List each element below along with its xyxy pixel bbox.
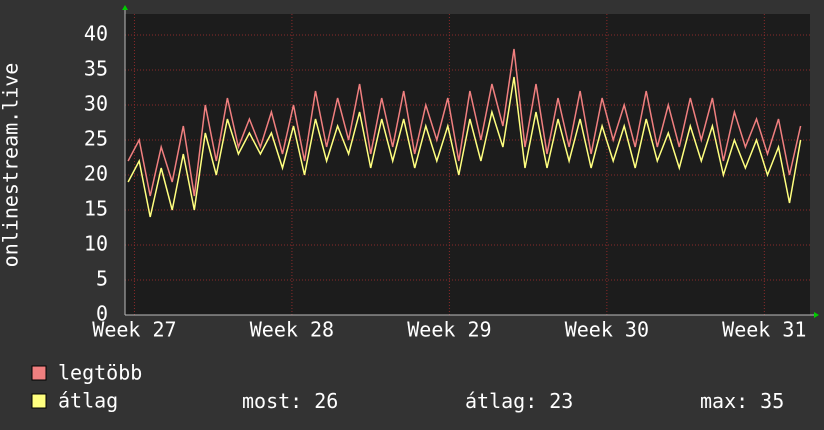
stat: átlag: 23: [465, 389, 573, 413]
line-series: [127, 76, 802, 218]
x-tick-label: Week 29: [407, 318, 491, 342]
axis-arrow: [814, 312, 819, 318]
stat-label: max:: [700, 389, 748, 413]
line-series: [127, 48, 802, 197]
y-axis-label: onlinestream.live: [0, 63, 23, 268]
axis-arrow: [122, 5, 128, 10]
y-tick-label: 40: [84, 22, 108, 46]
y-tick-label: 30: [84, 92, 108, 116]
y-tick-label: 10: [84, 232, 108, 256]
stat-value: 23: [549, 389, 573, 413]
stat-label: átlag:: [465, 389, 537, 413]
stat: max: 35: [700, 389, 784, 413]
x-tick-label: Week 30: [565, 318, 649, 342]
x-tick-label: Week 28: [250, 318, 334, 342]
legend-label: átlag: [58, 389, 118, 413]
legend-label: legtöbb: [58, 361, 142, 385]
stat-value: 35: [760, 389, 784, 413]
stat-value: 26: [314, 389, 338, 413]
legend-swatch: [31, 393, 47, 409]
y-tick-label: 5: [96, 267, 108, 291]
plot-area: [125, 14, 810, 315]
y-tick-label: 20: [84, 162, 108, 186]
legend-swatch: [31, 365, 47, 381]
y-tick-label: 35: [84, 57, 108, 81]
stat-label: most:: [242, 389, 302, 413]
y-tick-label: 0: [96, 302, 108, 326]
y-tick-label: 25: [84, 127, 108, 151]
x-tick-label: Week 31: [722, 318, 806, 342]
stat: most: 26: [242, 389, 338, 413]
y-tick-label: 15: [84, 197, 108, 221]
x-tick-label: Week 27: [92, 318, 176, 342]
